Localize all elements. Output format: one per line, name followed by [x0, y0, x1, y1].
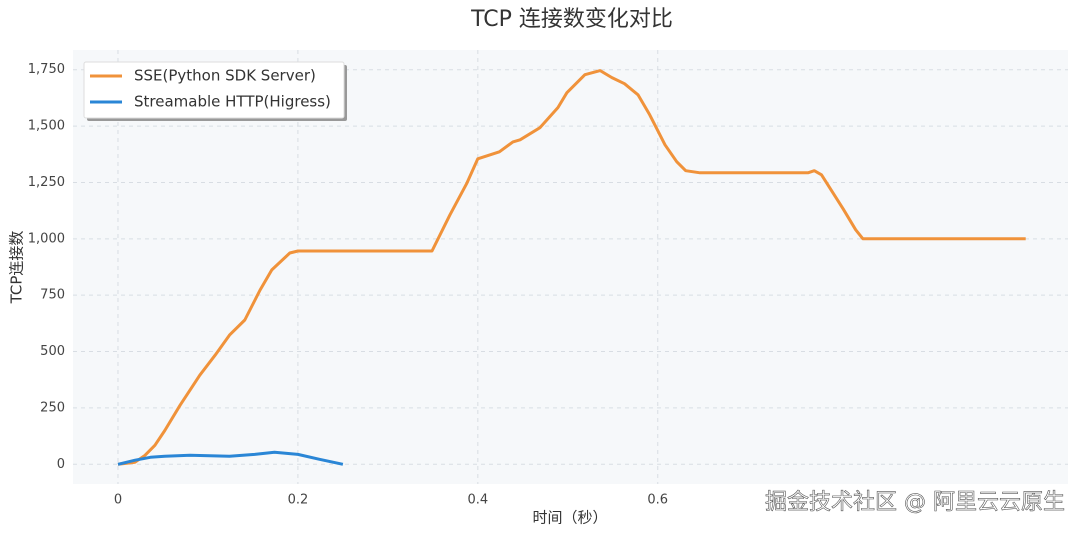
- y-tick-label: 1,000: [28, 231, 65, 246]
- x-tick-label: 0.2: [288, 493, 309, 508]
- legend: SSE(Python SDK Server) Streamable HTTP(Hi…: [83, 61, 347, 121]
- y-tick-label: 750: [40, 288, 65, 303]
- series-line: [117, 450, 344, 466]
- y-axis-label: TCP连接数: [8, 231, 26, 305]
- x-tick-label: 0: [114, 493, 122, 508]
- chart-title: TCP 连接数变化对比: [470, 7, 673, 32]
- legend-box: [83, 61, 345, 119]
- plot-area: [73, 50, 1068, 484]
- y-tick-label: 0: [57, 457, 65, 472]
- x-tick-label: 0.4: [467, 493, 488, 508]
- x-axis-label: 时间（秒）: [532, 509, 607, 527]
- y-tick-label: 250: [40, 400, 65, 415]
- x-tick-label: 0.6: [647, 493, 668, 508]
- watermark: 掘金技术社区 @ 阿里云云原生: [765, 490, 1065, 515]
- legend-label: Streamable HTTP(Higress): [134, 93, 331, 111]
- series-line: [117, 69, 1026, 466]
- y-tick-label: 500: [40, 344, 65, 359]
- y-tick-label: 1,500: [28, 119, 65, 134]
- y-tick-label: 1,250: [28, 175, 65, 190]
- legend-label: SSE(Python SDK Server): [134, 67, 316, 85]
- y-tick-label: 1,750: [28, 62, 65, 77]
